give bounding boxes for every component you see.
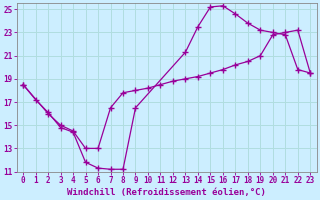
X-axis label: Windchill (Refroidissement éolien,°C): Windchill (Refroidissement éolien,°C) [67,188,266,197]
